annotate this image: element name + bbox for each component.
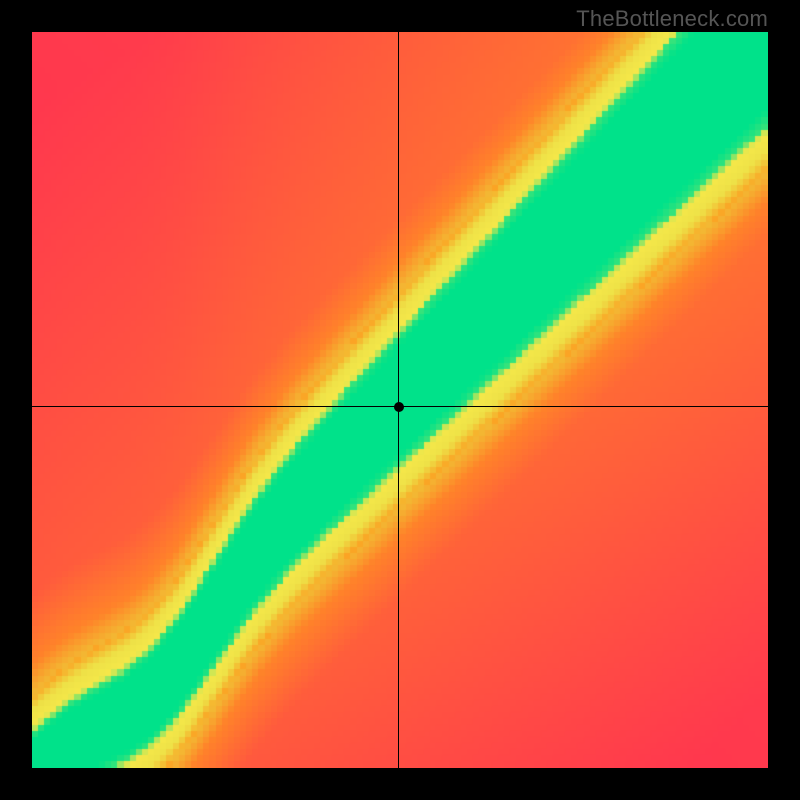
selection-marker [394,402,404,412]
crosshair-vertical [398,32,399,768]
bottleneck-heatmap [32,32,768,768]
watermark-text: TheBottleneck.com [576,6,768,32]
